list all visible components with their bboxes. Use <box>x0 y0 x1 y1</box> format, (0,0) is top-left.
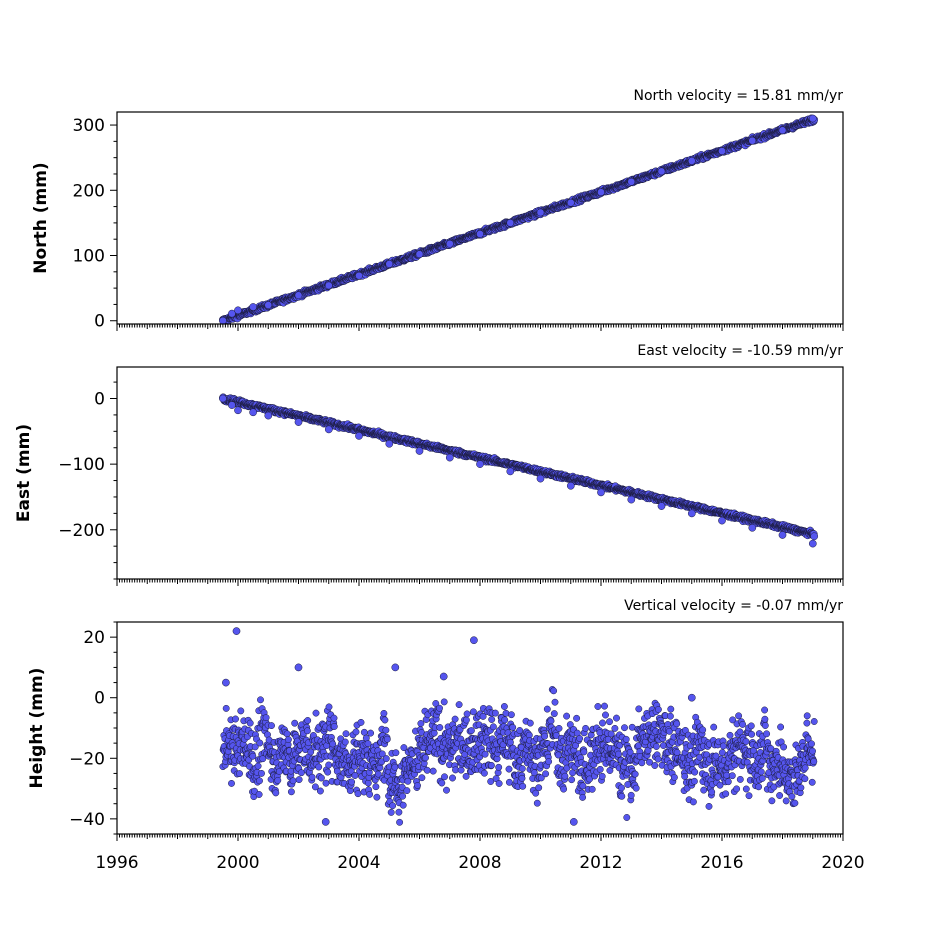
data-point <box>687 693 696 702</box>
data-point <box>748 523 757 532</box>
data-point <box>627 495 636 504</box>
data-point <box>294 663 303 672</box>
data-point <box>445 453 454 462</box>
data-point <box>324 281 333 290</box>
data-point <box>808 114 817 123</box>
data-point <box>321 818 330 826</box>
y-tick-label: 200 <box>73 181 105 201</box>
data-point <box>385 439 394 448</box>
x-tick-label: 2016 <box>700 853 743 873</box>
x-tick-label: 1996 <box>95 853 138 873</box>
data-point <box>234 406 242 415</box>
scatter-cloud <box>219 627 818 826</box>
data-point <box>566 198 575 207</box>
data-point <box>778 531 787 539</box>
data-point <box>506 467 515 476</box>
data-point <box>249 303 257 311</box>
data-point <box>597 488 605 497</box>
x-tick-label: 2000 <box>216 853 259 873</box>
x-tick-label: 2012 <box>579 853 622 873</box>
x-ticks <box>116 834 844 841</box>
y-tick-label: −200 <box>58 521 105 541</box>
data-point <box>228 401 236 409</box>
y-tick-label: 0 <box>94 390 105 410</box>
data-point <box>234 306 242 315</box>
data-point <box>294 418 303 426</box>
data-point <box>748 136 757 145</box>
vertical-velocity-label: Vertical velocity = -0.07 mm/yr <box>624 598 843 614</box>
data-point <box>228 309 236 318</box>
height-ylabel: Height (mm) <box>27 668 47 789</box>
y-tick-label: −20 <box>69 749 105 769</box>
y-ticks <box>110 381 117 580</box>
data-point <box>597 188 605 197</box>
data-point <box>657 502 666 510</box>
data-point <box>657 167 666 176</box>
y-tick-label: −40 <box>69 810 105 830</box>
data-point <box>536 208 545 217</box>
east-velocity-label: East velocity = -10.59 mm/yr <box>637 343 843 359</box>
y-ticks <box>110 621 117 835</box>
data-point <box>232 627 241 635</box>
data-point <box>219 394 227 403</box>
data-point <box>264 301 273 309</box>
y-tick-label: 0 <box>94 689 105 709</box>
data-point <box>264 411 273 420</box>
data-point <box>778 126 787 135</box>
data-point <box>219 316 227 324</box>
data-point <box>324 425 333 434</box>
y-tick-label: 100 <box>73 247 105 267</box>
data-point <box>249 408 257 417</box>
east-panel: East velocity = -10.59 mm/yr East (mm) 0… <box>14 343 844 586</box>
data-point <box>385 260 394 268</box>
x-ticks <box>116 579 844 586</box>
data-point <box>355 432 363 440</box>
y-ticks <box>110 124 117 322</box>
data-point <box>506 219 515 227</box>
data-point <box>355 271 363 280</box>
height-panel: Vertical velocity = -0.07 mm/yr Height (… <box>27 598 865 873</box>
y-tick-label: −100 <box>58 455 105 475</box>
data-point <box>391 663 400 672</box>
data-point <box>445 239 454 248</box>
data-point <box>222 678 230 687</box>
data-point <box>627 177 636 186</box>
data-point <box>415 250 424 259</box>
x-tick-label: 2020 <box>821 853 864 873</box>
x-tick-label: 2008 <box>458 853 501 873</box>
data-point <box>415 447 424 455</box>
y-tick-label: 0 <box>94 312 105 332</box>
x-ticks <box>116 324 844 331</box>
data-point <box>569 818 578 826</box>
east-ylabel: East (mm) <box>14 424 34 522</box>
north-ylabel: North (mm) <box>31 162 51 273</box>
data-point <box>476 460 484 468</box>
scatter-cloud <box>219 393 819 548</box>
data-point <box>476 230 484 238</box>
x-tick-label: 2004 <box>337 853 380 873</box>
data-point <box>687 509 696 518</box>
data-point <box>536 474 545 483</box>
data-point <box>718 147 726 155</box>
data-point <box>687 157 696 165</box>
data-point <box>808 539 817 548</box>
data-point <box>566 481 575 490</box>
y-tick-label: 20 <box>83 628 105 648</box>
data-point <box>718 516 726 525</box>
north-velocity-label: North velocity = 15.81 mm/yr <box>633 88 843 104</box>
data-point <box>439 672 448 681</box>
north-panel: North velocity = 15.81 mm/yr North (mm) … <box>31 88 844 332</box>
scatter-cloud <box>219 114 819 324</box>
data-point <box>470 636 478 645</box>
y-tick-label: 300 <box>73 116 105 136</box>
data-point <box>294 291 303 300</box>
